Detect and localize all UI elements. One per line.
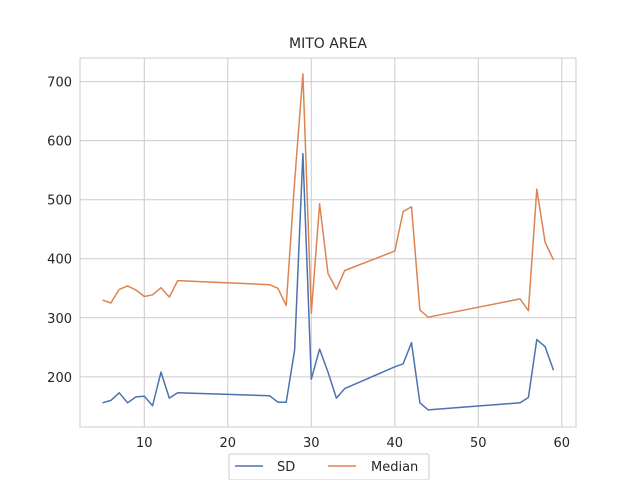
y-tick-label: 400 — [47, 253, 72, 268]
chart-title: MITO AREA — [289, 36, 367, 52]
legend-box — [228, 453, 430, 480]
x-tick-label: 30 — [303, 436, 320, 451]
series-lines — [102, 73, 555, 411]
x-tick-label: 20 — [220, 436, 237, 451]
plot-frame — [79, 57, 577, 428]
x-tick-label: 50 — [470, 436, 487, 451]
series-line-sd — [102, 152, 555, 411]
y-tick-label: 600 — [47, 135, 72, 150]
x-tick-label: 10 — [136, 436, 153, 451]
y-tick-label: 500 — [47, 194, 72, 209]
y-tick-label: 700 — [47, 76, 72, 91]
tick-labels: 10 20 30 40 50 60 200 300 400 500 600 700 — [47, 76, 570, 451]
legend: SD Median — [228, 453, 430, 480]
x-tick-label: 60 — [554, 436, 571, 451]
legend-label-median: Median — [371, 460, 418, 475]
y-tick-label: 300 — [47, 312, 72, 327]
y-tick-label: 200 — [47, 371, 72, 386]
x-tick-label: 40 — [387, 436, 404, 451]
series-line-median — [102, 73, 555, 318]
legend-label-sd: SD — [277, 460, 295, 475]
